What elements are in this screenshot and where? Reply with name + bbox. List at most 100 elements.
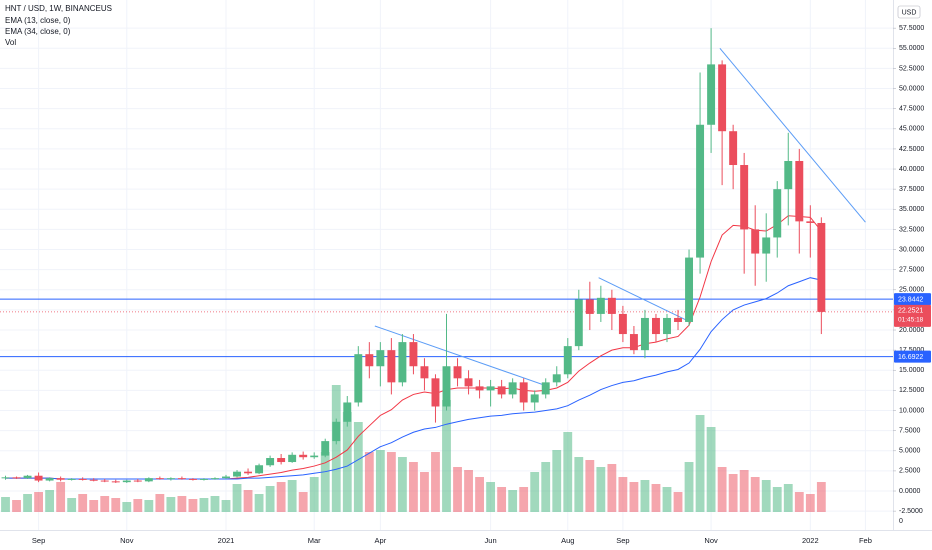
y-tick-label: 20.0000 <box>899 327 924 334</box>
candle-body <box>652 317 660 335</box>
y-tick-label: 12.5000 <box>899 387 924 394</box>
candle-body <box>530 394 539 403</box>
y-tick-label: 37.5000 <box>899 186 924 193</box>
axes: 57.5000 55.0000 52.5000 50.0000 47.5000 45.00… <box>32 25 931 545</box>
candle-body <box>332 421 341 442</box>
y-tick-label: 50.0000 <box>899 85 924 92</box>
candle-body <box>464 378 473 387</box>
y-tick-label: 32.5000 <box>899 226 924 233</box>
volume-bar <box>144 500 154 512</box>
candle-body <box>199 478 208 480</box>
y-tick-label: 40.0000 <box>899 166 924 173</box>
y-tick-label: 35.0000 <box>899 206 924 213</box>
volume-bar <box>375 450 385 512</box>
y-tick-label: 42.5000 <box>899 146 924 153</box>
y-tick-label: 5.0000 <box>899 448 921 455</box>
candle-body <box>266 458 275 466</box>
candle-body <box>354 354 363 403</box>
candle-body <box>34 475 43 481</box>
volume-bar <box>728 474 738 512</box>
volume-bar <box>276 482 286 512</box>
volume-bar <box>607 464 617 512</box>
volume-bar <box>508 490 518 512</box>
volume-bar <box>442 400 451 512</box>
volume-bar <box>574 457 584 512</box>
candle-body <box>144 478 153 482</box>
volume-bar <box>684 462 694 512</box>
y-tick-label: 47.5000 <box>899 106 924 113</box>
volume-bar <box>155 494 165 512</box>
volume-bar <box>772 487 782 512</box>
candle-body <box>640 317 649 351</box>
volume-bar <box>342 412 352 512</box>
candle-body <box>574 299 583 347</box>
candle-body <box>155 478 164 480</box>
y-tick-label: 0.0000 <box>899 488 921 495</box>
volume-tick-label: 0 <box>899 518 903 525</box>
volume-bar <box>243 490 253 512</box>
volume-bar <box>629 482 639 512</box>
candle-body <box>685 257 694 322</box>
x-tick-label: 2022 <box>802 536 819 545</box>
candle-body <box>23 475 32 479</box>
candle-body <box>299 454 308 458</box>
candle-body <box>773 189 782 238</box>
x-tick-label: Nov <box>704 536 718 545</box>
volume-bar <box>111 498 121 512</box>
volume-bar <box>596 467 606 512</box>
currency-box[interactable] <box>897 5 921 19</box>
volume-bar <box>794 492 804 512</box>
y-tick-label: 15.0000 <box>899 367 924 374</box>
level-label-box <box>894 293 931 306</box>
volume-bar <box>662 487 672 512</box>
ema-line <box>5 277 822 480</box>
volume-bar <box>254 494 264 512</box>
candle-body <box>729 131 738 166</box>
candle-body <box>762 237 771 254</box>
candle-body <box>398 342 407 383</box>
volume-bar <box>541 462 551 512</box>
y-tick-label: 2.5000 <box>899 468 921 475</box>
volume-bar <box>750 477 760 512</box>
candle-body <box>718 64 727 132</box>
x-tick-label: Apr <box>375 536 387 545</box>
y-tick-label: -2.5000 <box>899 508 923 515</box>
candle-body <box>45 478 54 481</box>
volume-bar <box>78 494 88 512</box>
volume-bar <box>331 385 341 512</box>
level-label: 16.6922 <box>898 354 923 361</box>
candle-body <box>674 317 682 322</box>
last-price-box <box>894 304 931 327</box>
candle-body <box>211 478 219 480</box>
candle-body <box>387 350 396 383</box>
volume-bar <box>89 500 99 512</box>
volume-bar <box>265 486 275 512</box>
candles <box>1 28 826 483</box>
level-label: 23.8442 <box>898 296 923 303</box>
candle-body <box>806 221 815 223</box>
volume-bar <box>122 502 132 512</box>
legend-entry: Vol <box>5 38 16 47</box>
candle-body <box>552 374 561 383</box>
volume-bar <box>177 496 187 512</box>
candle-body <box>365 354 374 367</box>
x-tick-label: Aug <box>561 536 574 545</box>
x-tick-label: 2021 <box>218 536 235 545</box>
volume-bar <box>717 467 727 512</box>
candle-body <box>431 378 440 407</box>
volume-bar <box>475 477 484 512</box>
volume-bar <box>497 487 507 512</box>
candle-body <box>596 297 605 314</box>
candle-body <box>420 366 429 379</box>
volume-bar <box>805 494 815 512</box>
level-label-box <box>894 350 931 363</box>
y-tick-label: 27.5000 <box>899 266 924 273</box>
y-tick-label: 55.0000 <box>899 45 924 52</box>
x-tick-label: Mar <box>308 536 321 545</box>
volume-bar <box>56 482 66 512</box>
candle-body <box>442 366 451 407</box>
volume-bar <box>12 500 21 512</box>
volume-bar <box>34 492 43 512</box>
candle-body <box>277 458 286 463</box>
currency[interactable]: USD <box>902 9 917 16</box>
